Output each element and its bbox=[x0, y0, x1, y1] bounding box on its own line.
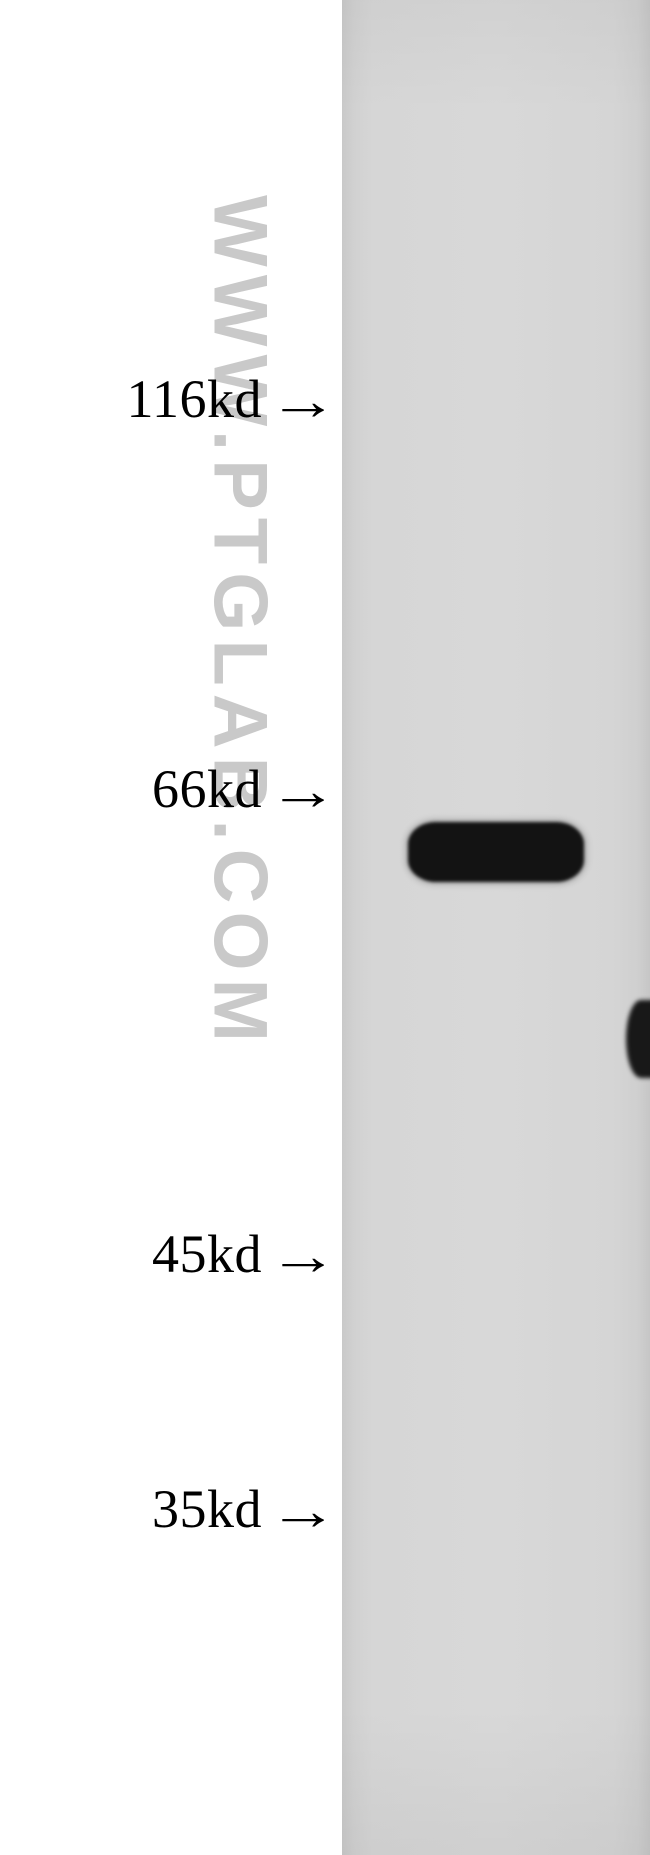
protein-band-edge-smudge bbox=[626, 1000, 650, 1078]
blot-lane bbox=[342, 0, 650, 1855]
marker-row-35kd: 35kd → bbox=[0, 1478, 340, 1540]
watermark-text: WWW.PTGLAB.COM bbox=[197, 195, 284, 1050]
marker-label: 116kd bbox=[127, 368, 263, 430]
arrow-right-icon: → bbox=[268, 764, 338, 818]
arrow-right-icon: → bbox=[268, 374, 338, 428]
marker-row-45kd: 45kd → bbox=[0, 1223, 340, 1285]
marker-label: 66kd bbox=[152, 758, 262, 820]
marker-label: 45kd bbox=[152, 1223, 262, 1285]
arrow-right-icon: → bbox=[268, 1229, 338, 1283]
blot-figure: WWW.PTGLAB.COM 116kd → 66kd → 45kd → 35k… bbox=[0, 0, 650, 1855]
arrow-right-icon: → bbox=[268, 1484, 338, 1538]
marker-row-116kd: 116kd → bbox=[0, 368, 340, 430]
marker-label: 35kd bbox=[152, 1478, 262, 1540]
protein-band-main bbox=[408, 822, 584, 882]
marker-row-66kd: 66kd → bbox=[0, 758, 340, 820]
